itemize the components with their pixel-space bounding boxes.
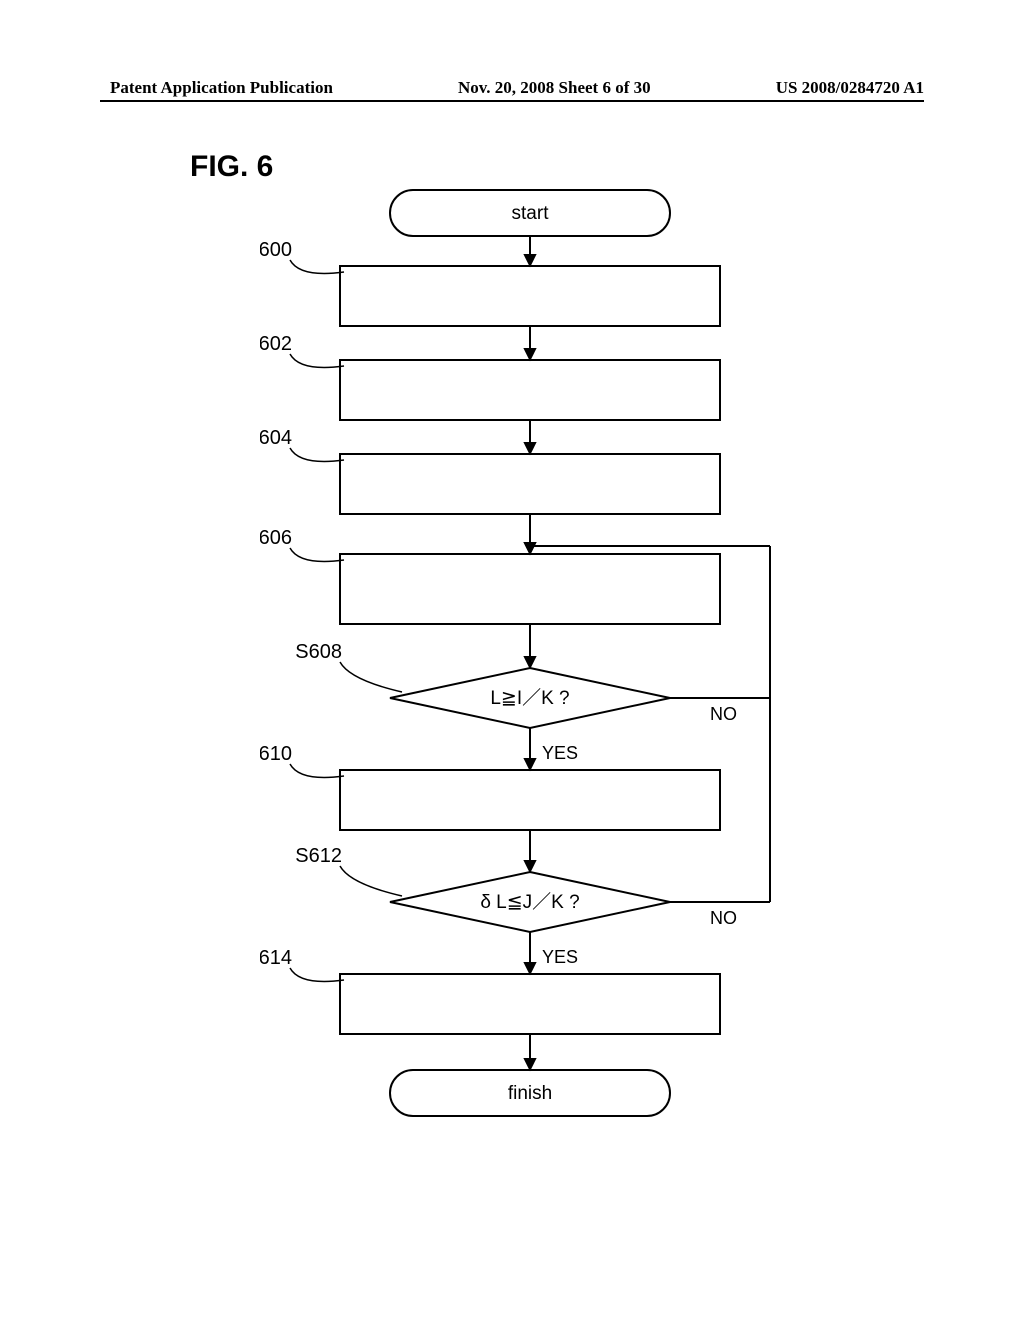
header-right: US 2008/0284720 A1	[776, 78, 924, 98]
svg-text:S602: S602	[260, 333, 292, 355]
flowchart: start L≧I／K ? δ L≦J／K ? finish S600 S602 S604…	[260, 170, 820, 1150]
svg-text:YES: YES	[542, 743, 578, 763]
svg-text:YES: YES	[542, 947, 578, 967]
header-left: Patent Application Publication	[110, 78, 333, 98]
svg-text:S606: S606	[260, 527, 292, 549]
svg-text:NO: NO	[710, 704, 737, 724]
header-center: Nov. 20, 2008 Sheet 6 of 30	[458, 78, 651, 98]
svg-text:S610: S610	[260, 743, 292, 765]
svg-text:start: start	[512, 203, 550, 224]
svg-text:S604: S604	[260, 427, 292, 449]
page-header: Patent Application Publication Nov. 20, …	[0, 78, 1024, 98]
svg-text:S600: S600	[260, 239, 292, 261]
header-rule	[100, 100, 924, 102]
svg-text:S614: S614	[260, 947, 292, 969]
svg-text:δ L≦J／K ?: δ L≦J／K ?	[480, 891, 579, 913]
page: Patent Application Publication Nov. 20, …	[0, 0, 1024, 1320]
svg-text:NO: NO	[710, 908, 737, 928]
svg-text:S608: S608	[295, 641, 342, 663]
svg-text:finish: finish	[508, 1083, 552, 1104]
svg-text:S612: S612	[295, 845, 342, 867]
svg-text:L≧I／K ?: L≧I／K ?	[490, 687, 569, 709]
